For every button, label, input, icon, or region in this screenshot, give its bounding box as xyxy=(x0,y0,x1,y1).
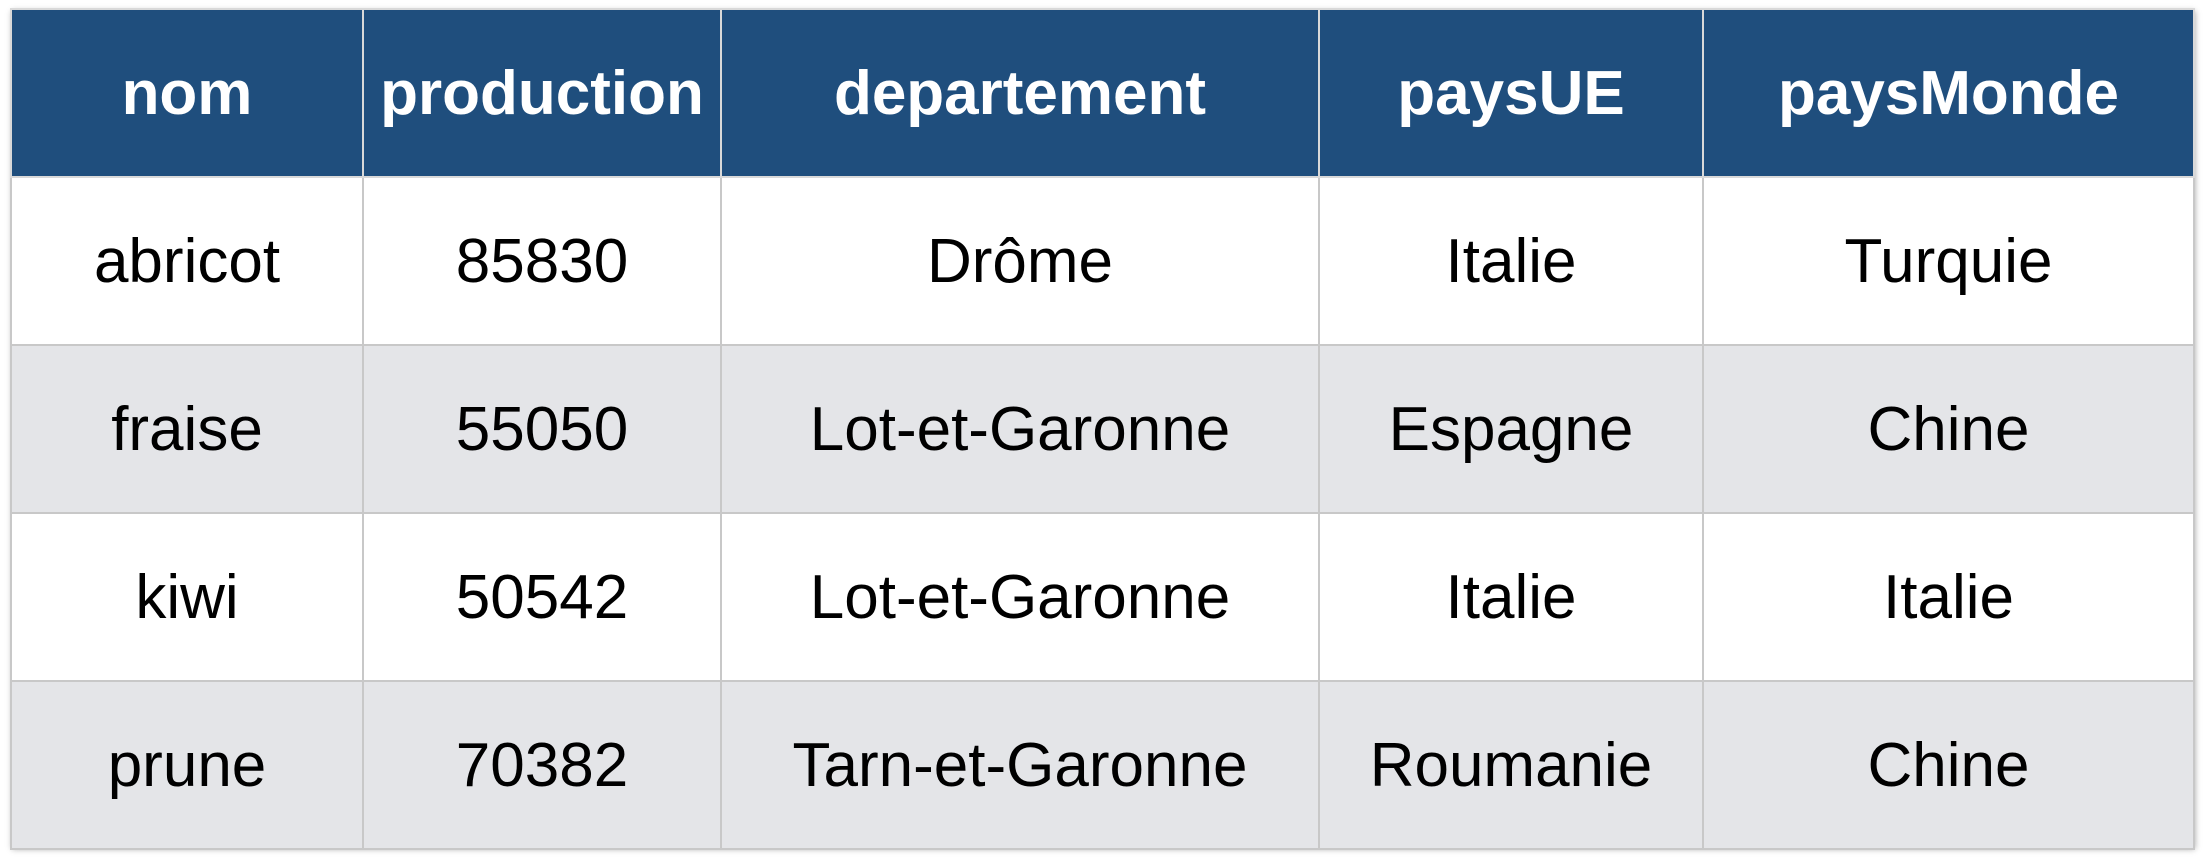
cell-paysue: Roumanie xyxy=(1318,680,1704,850)
cell-nom: fraise xyxy=(10,344,364,514)
table-row: abricot 85830 Drôme Italie Turquie xyxy=(10,176,2195,346)
table-row: prune 70382 Tarn-et-Garonne Roumanie Chi… xyxy=(10,680,2195,850)
table-row: fraise 55050 Lot-et-Garonne Espagne Chin… xyxy=(10,344,2195,514)
column-header-paysmonde: paysMonde xyxy=(1702,8,2195,178)
cell-paysmonde: Italie xyxy=(1702,512,2195,682)
cell-production: 55050 xyxy=(362,344,722,514)
cell-paysue: Espagne xyxy=(1318,344,1704,514)
column-header-paysue: paysUE xyxy=(1318,8,1704,178)
cell-nom: kiwi xyxy=(10,512,364,682)
column-header-nom: nom xyxy=(10,8,364,178)
cell-paysmonde: Chine xyxy=(1702,344,2195,514)
column-header-production: production xyxy=(362,8,722,178)
table-header-row: nom production departement paysUE paysMo… xyxy=(10,8,2195,178)
cell-production: 85830 xyxy=(362,176,722,346)
cell-departement: Lot-et-Garonne xyxy=(720,344,1320,514)
cell-departement: Drôme xyxy=(720,176,1320,346)
data-table: nom production departement paysUE paysMo… xyxy=(10,8,2195,850)
cell-production: 70382 xyxy=(362,680,722,850)
cell-nom: prune xyxy=(10,680,364,850)
column-header-departement: departement xyxy=(720,8,1320,178)
cell-paysmonde: Chine xyxy=(1702,680,2195,850)
cell-paysue: Italie xyxy=(1318,176,1704,346)
cell-departement: Tarn-et-Garonne xyxy=(720,680,1320,850)
cell-departement: Lot-et-Garonne xyxy=(720,512,1320,682)
table-frame: nom production departement paysUE paysMo… xyxy=(10,8,2195,850)
cell-nom: abricot xyxy=(10,176,364,346)
cell-production: 50542 xyxy=(362,512,722,682)
cell-paysue: Italie xyxy=(1318,512,1704,682)
cell-paysmonde: Turquie xyxy=(1702,176,2195,346)
table-row: kiwi 50542 Lot-et-Garonne Italie Italie xyxy=(10,512,2195,682)
